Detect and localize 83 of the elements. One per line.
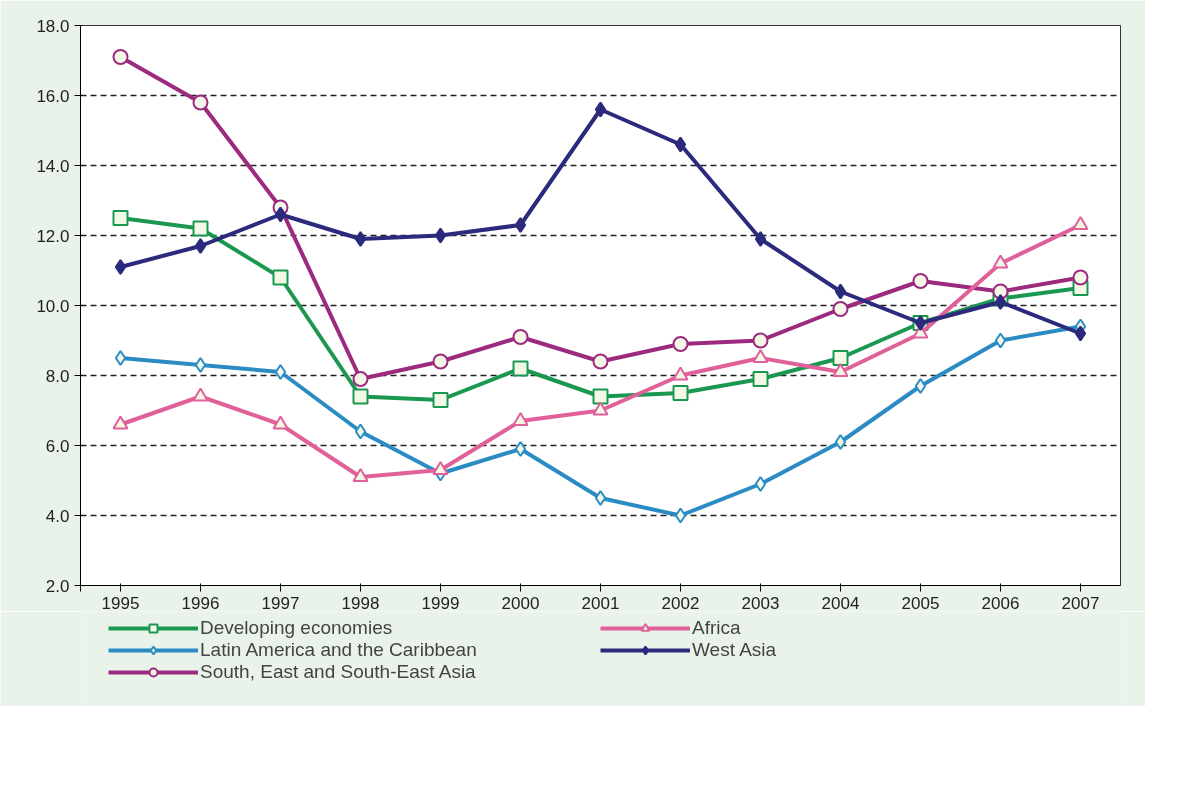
point	[754, 231, 767, 247]
x-tick-label: 1995	[101, 593, 140, 613]
point	[914, 378, 927, 394]
x-tick-label: 2007	[1061, 593, 1100, 613]
point	[352, 467, 369, 483]
point	[1072, 269, 1089, 286]
point	[994, 294, 1007, 310]
point	[274, 206, 287, 223]
point	[192, 387, 209, 402]
point	[192, 94, 209, 111]
point	[672, 385, 689, 401]
point	[194, 238, 207, 254]
x-tick-label: 2004	[821, 593, 860, 613]
point	[672, 366, 689, 381]
point	[592, 353, 609, 370]
x-tick-label: 1999	[421, 593, 460, 613]
point	[592, 401, 609, 416]
x-tick-label: 1998	[341, 593, 380, 613]
point	[112, 415, 129, 430]
x-tick-label: 2002	[661, 593, 700, 613]
legend-label: West Asia	[692, 639, 778, 661]
point	[192, 220, 209, 237]
point	[674, 136, 687, 153]
point	[594, 101, 607, 118]
point	[992, 254, 1009, 269]
point	[272, 269, 289, 286]
legend-label: Latin America and the Caribbean	[200, 639, 478, 661]
point	[352, 371, 369, 387]
point	[832, 350, 849, 366]
x-tick-label: 1996	[181, 593, 220, 613]
point	[994, 332, 1007, 349]
y-tick-label: 12.0	[36, 226, 70, 246]
legend-label: South, East and South-East Asia	[200, 661, 477, 683]
x-tick-label: 2000	[501, 593, 540, 613]
x-tick-label: 2006	[981, 593, 1020, 613]
point	[512, 411, 529, 427]
point	[194, 357, 207, 373]
y-tick-label: 8.0	[45, 366, 70, 386]
point	[592, 388, 609, 405]
x-tick-label: 2001	[581, 593, 620, 613]
point	[674, 507, 687, 524]
point	[112, 49, 129, 65]
x-tick-label: 2003	[741, 593, 780, 613]
point	[832, 301, 849, 317]
point	[752, 332, 769, 349]
y-tick-label: 18.0	[36, 16, 70, 36]
point	[432, 460, 449, 476]
point	[752, 371, 769, 387]
point	[352, 388, 369, 405]
legend-label: Africa	[692, 617, 742, 639]
x-tick-label: 2005	[901, 593, 940, 613]
y-tick-label: 14.0	[36, 156, 70, 176]
point	[354, 231, 367, 247]
point	[754, 476, 767, 492]
point	[272, 415, 289, 430]
y-tick-label: 6.0	[45, 436, 70, 456]
y-tick-label: 2.0	[45, 576, 70, 596]
point	[354, 423, 367, 440]
x-tick-label: 1997	[261, 593, 300, 613]
point	[752, 348, 769, 364]
point	[514, 441, 527, 457]
point	[432, 392, 449, 408]
point	[672, 336, 689, 352]
point	[114, 350, 127, 366]
point	[1074, 325, 1087, 342]
point	[1072, 215, 1089, 231]
y-tick-label: 4.0	[45, 506, 70, 526]
point	[274, 364, 287, 380]
point	[514, 217, 527, 233]
y-tick-label: 10.0	[36, 296, 70, 316]
point	[832, 362, 849, 378]
point	[434, 227, 447, 244]
y-tick-label: 16.0	[36, 86, 70, 106]
point	[512, 329, 529, 345]
point	[834, 283, 847, 300]
point	[594, 490, 607, 506]
point	[114, 259, 127, 275]
legend-label: Developing economies	[200, 617, 394, 639]
point	[112, 210, 129, 226]
point	[912, 273, 929, 289]
point	[834, 434, 847, 450]
point	[432, 353, 449, 370]
point	[512, 360, 529, 377]
